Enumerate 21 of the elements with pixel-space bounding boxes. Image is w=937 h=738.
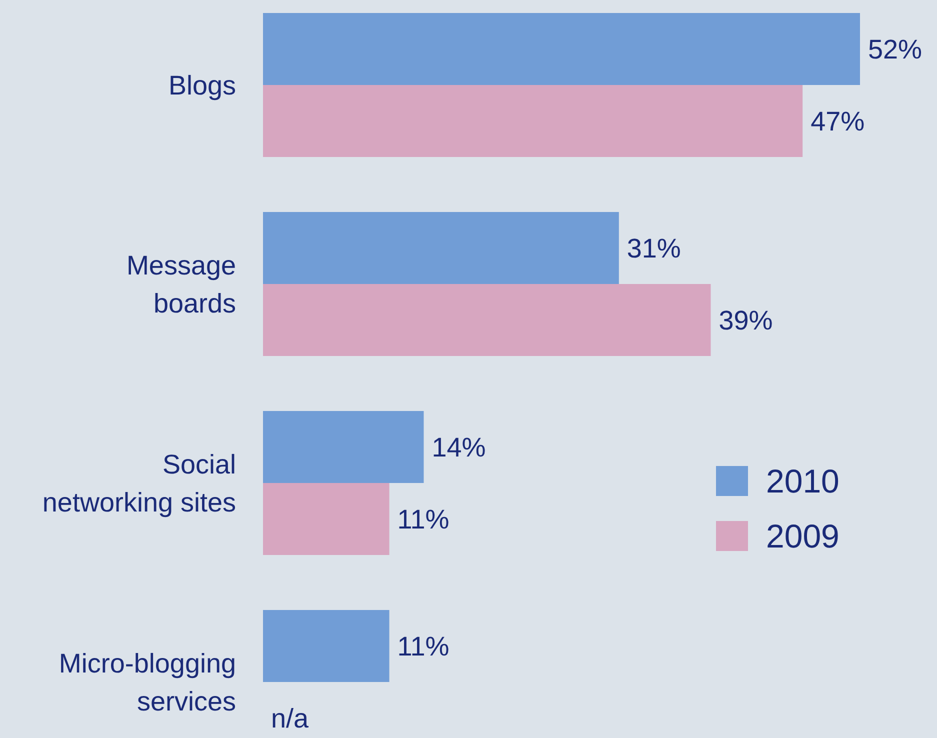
data-label: 14% xyxy=(432,432,486,462)
bar xyxy=(263,284,711,356)
y-tick-label: Blogs xyxy=(168,70,236,100)
data-label: 47% xyxy=(810,106,865,136)
bar xyxy=(263,212,619,284)
bar xyxy=(263,85,803,157)
bar xyxy=(263,483,390,555)
legend-label: 2009 xyxy=(766,518,840,555)
y-tick-label: Social networking sites xyxy=(42,449,236,518)
data-label: 11% xyxy=(397,631,450,662)
data-label: 31% xyxy=(626,233,681,264)
bar xyxy=(263,411,424,483)
data-label: 39% xyxy=(718,305,773,336)
y-tick-label: Micro-blogging services xyxy=(58,648,236,716)
bar xyxy=(263,13,860,85)
data-label: 52% xyxy=(868,34,922,64)
data-label: 11% xyxy=(397,504,450,534)
legend-label: 2010 xyxy=(766,462,840,500)
y-tick-label: Message boards xyxy=(126,250,236,318)
bar xyxy=(263,610,390,682)
text: n/a xyxy=(271,703,309,734)
